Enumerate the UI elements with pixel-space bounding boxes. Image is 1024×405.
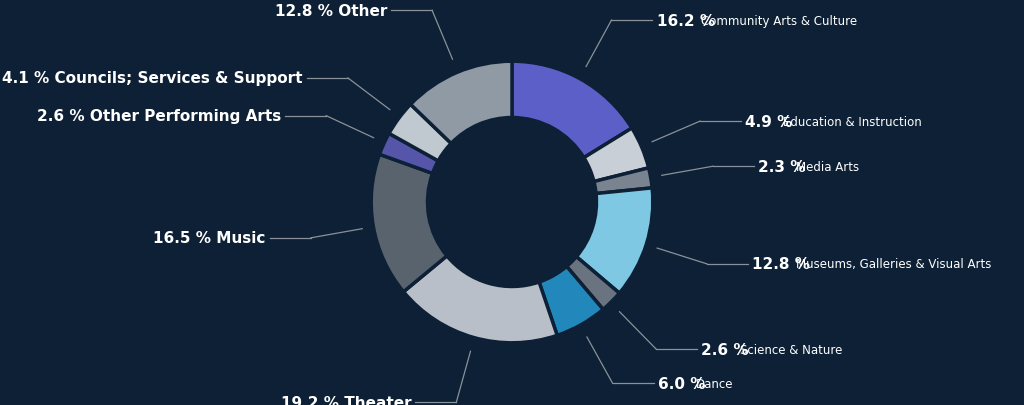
Wedge shape xyxy=(584,129,648,182)
Wedge shape xyxy=(372,155,446,292)
Text: Community Arts & Culture: Community Arts & Culture xyxy=(701,15,857,28)
Wedge shape xyxy=(577,188,652,293)
Wedge shape xyxy=(403,256,557,343)
Wedge shape xyxy=(389,105,452,162)
Text: 12.8 % Other: 12.8 % Other xyxy=(274,4,387,19)
Text: 16.5 % Music: 16.5 % Music xyxy=(154,231,266,246)
Text: 2.6 % Other Performing Arts: 2.6 % Other Performing Arts xyxy=(37,109,282,124)
Wedge shape xyxy=(594,168,652,194)
Wedge shape xyxy=(539,267,603,335)
Text: Education & Instruction: Education & Instruction xyxy=(783,115,922,128)
Wedge shape xyxy=(512,62,632,158)
Text: 4.9 %: 4.9 % xyxy=(745,114,798,129)
Text: 12.8 %: 12.8 % xyxy=(752,257,815,272)
Text: 16.2 %: 16.2 % xyxy=(656,13,720,28)
Text: 2.3 %: 2.3 % xyxy=(758,159,811,174)
Text: 2.6 %: 2.6 % xyxy=(701,342,755,357)
Text: Science & Nature: Science & Nature xyxy=(739,343,842,356)
Text: Dance: Dance xyxy=(695,377,733,390)
Text: 19.2 % Theater: 19.2 % Theater xyxy=(281,395,412,405)
Text: 6.0 %: 6.0 % xyxy=(657,376,711,391)
Text: 4.1 % Councils; Services & Support: 4.1 % Councils; Services & Support xyxy=(2,71,303,86)
Text: Media Arts: Media Arts xyxy=(797,160,859,173)
Wedge shape xyxy=(411,62,512,144)
Wedge shape xyxy=(566,257,620,309)
Text: Museums, Galleries & Visual Arts: Museums, Galleries & Visual Arts xyxy=(797,258,992,271)
Wedge shape xyxy=(380,134,438,174)
